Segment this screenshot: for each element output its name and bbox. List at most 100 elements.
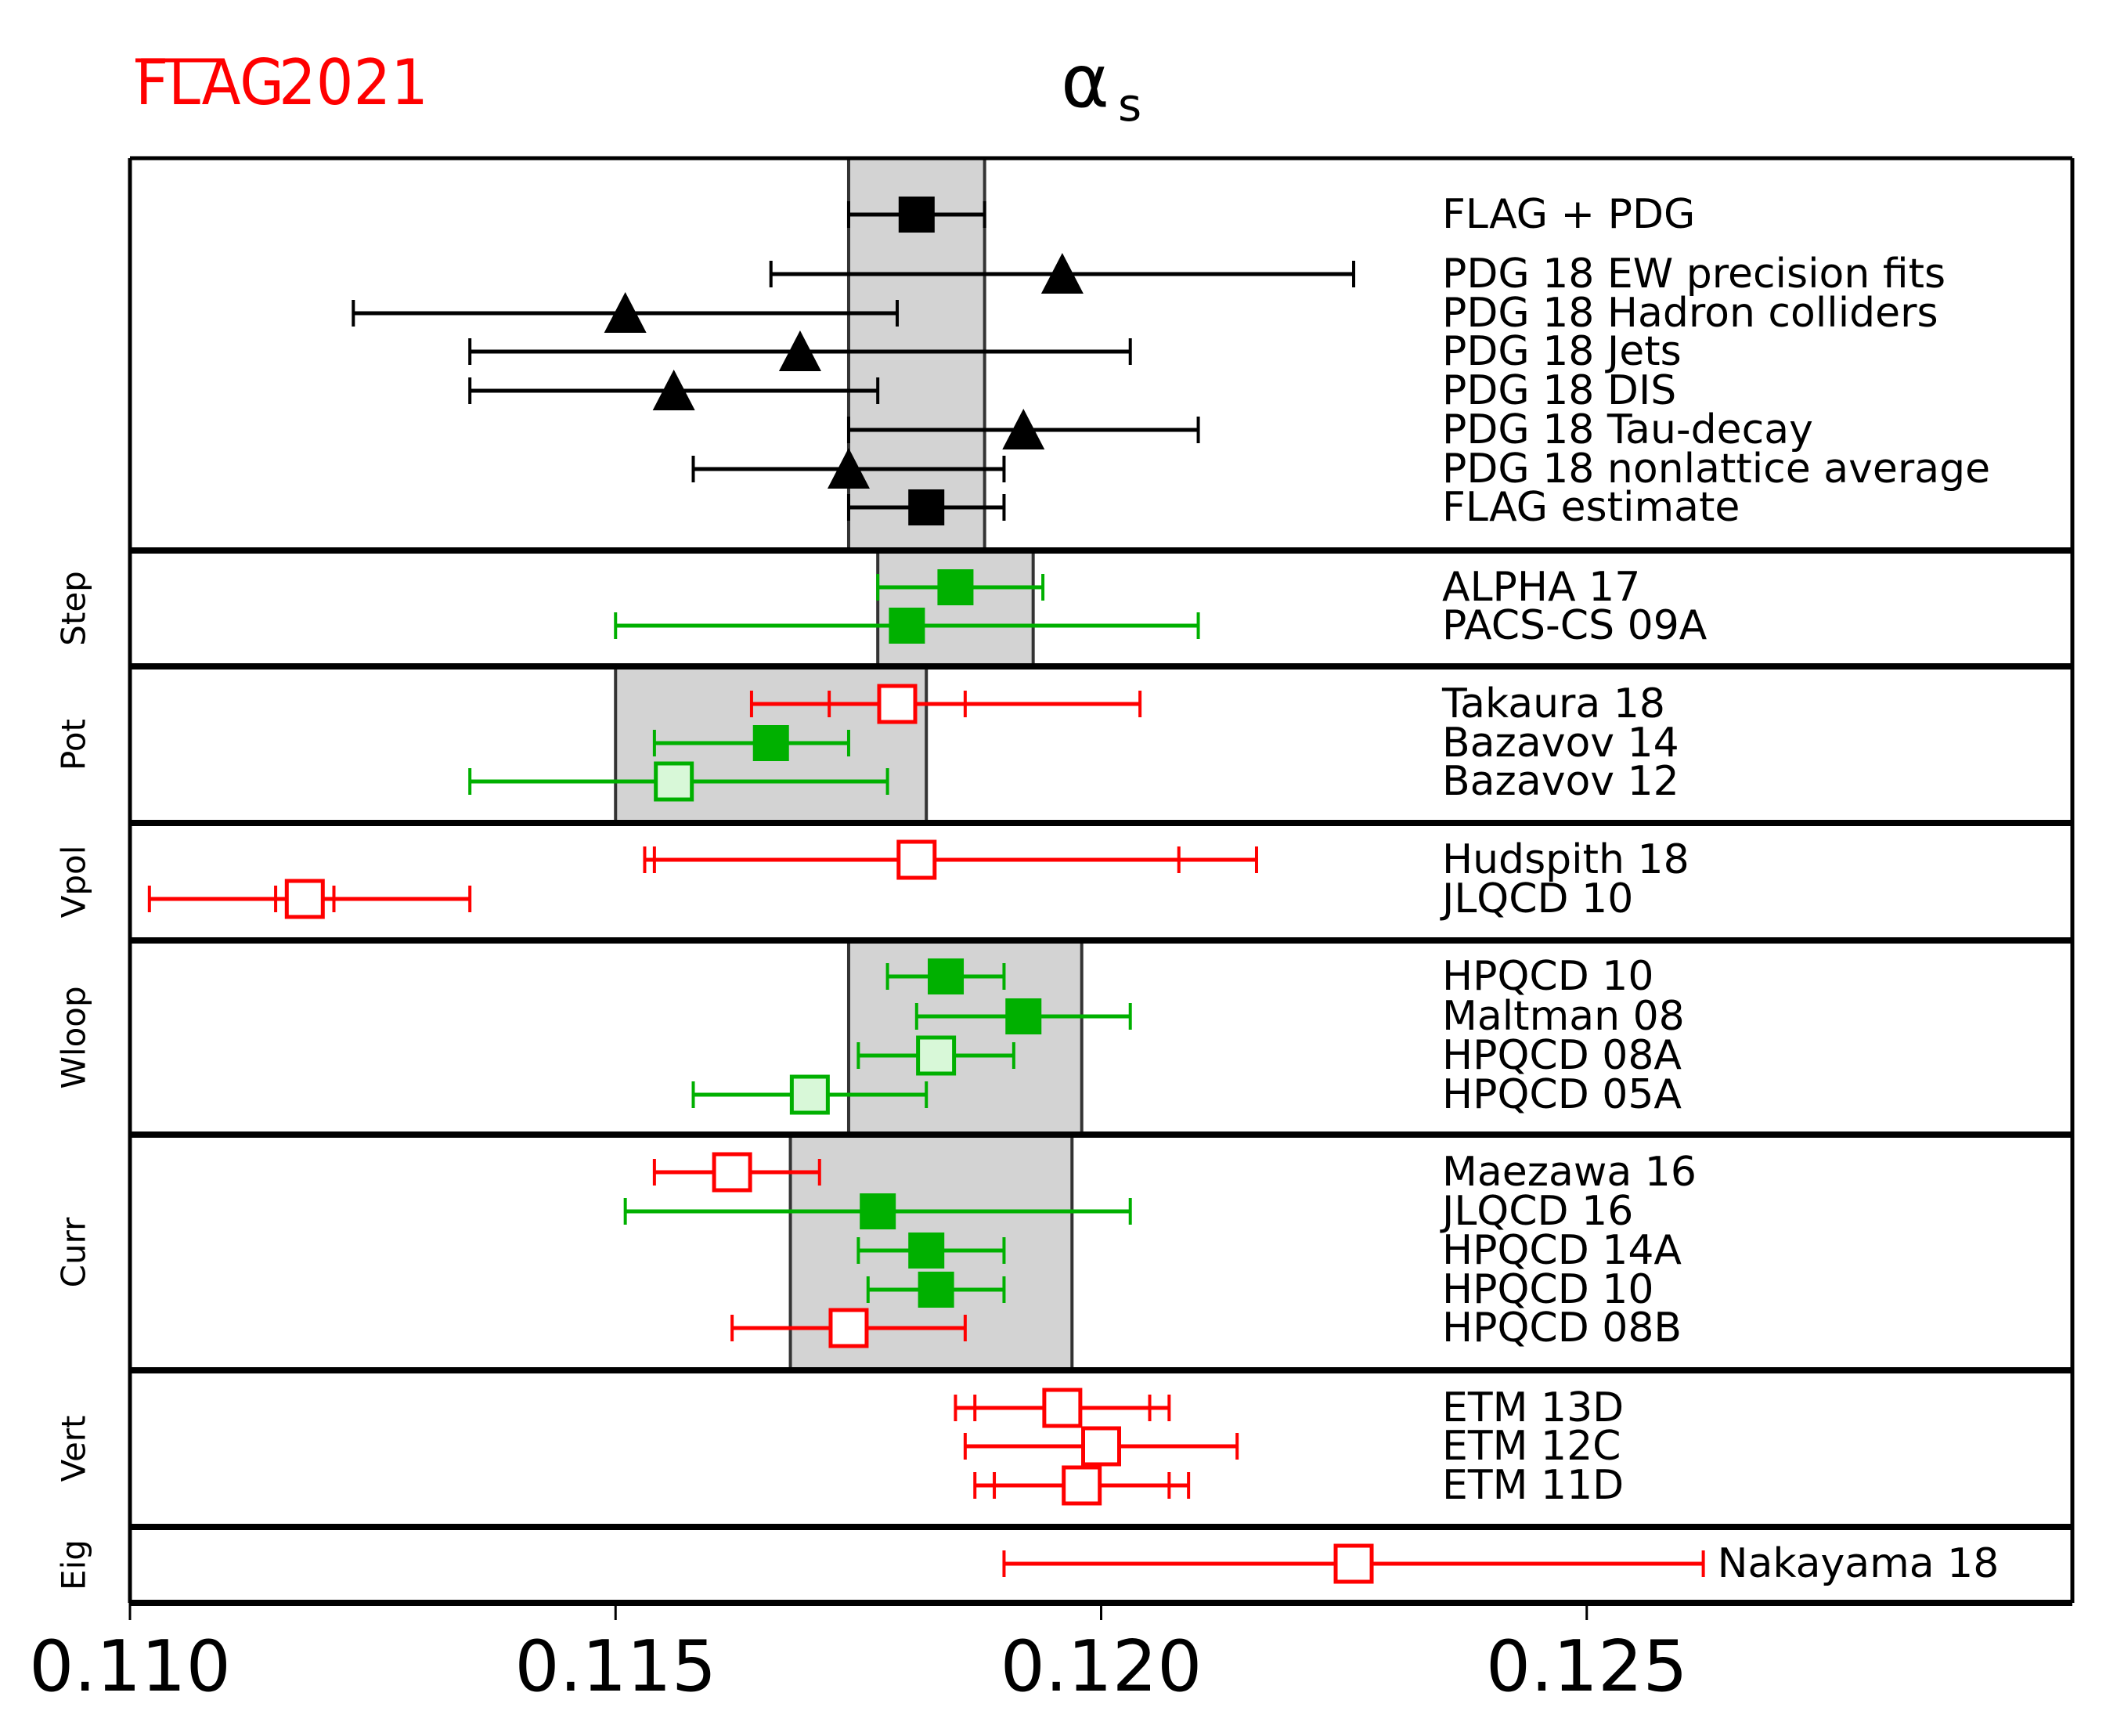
entry-label: Maezawa 16 [1442, 1149, 1697, 1196]
data-point [691, 1074, 929, 1115]
square-marker [828, 1308, 869, 1348]
data-marks [147, 197, 1705, 1584]
triangle-marker [652, 370, 695, 410]
data-point [1002, 1543, 1705, 1584]
title-subscript: s [1118, 78, 1141, 132]
method-label-vpol: Vpol [55, 846, 93, 919]
entry-label: PACS-CS 09A [1442, 602, 1708, 649]
entry-label: ETM 11D [1442, 1462, 1624, 1509]
data-point [846, 197, 986, 233]
triangle-marker [604, 292, 647, 333]
square-marker [918, 1272, 954, 1308]
entry-label: JLQCD 10 [1440, 875, 1633, 922]
x-tick-label: 0.110 [29, 1626, 231, 1708]
data-point [147, 879, 472, 919]
entry-label: PDG 18 Hadron colliders [1442, 290, 1938, 337]
square-marker [908, 489, 945, 525]
entry-label: JLQCD 16 [1440, 1188, 1633, 1235]
data-point [468, 370, 880, 410]
x-tick-label: 0.115 [514, 1626, 716, 1708]
entry-label: HPQCD 10 [1442, 953, 1653, 1000]
method-label-step: Step [55, 571, 93, 646]
entry-label: HPQCD 05A [1442, 1071, 1682, 1118]
entry-label: Maltman 08 [1442, 993, 1685, 1040]
square-marker [284, 879, 325, 919]
square-marker [937, 569, 974, 605]
square-marker [1005, 998, 1042, 1034]
entry-label: PDG 18 DIS [1442, 367, 1676, 414]
x-tick-label: 0.120 [1001, 1626, 1203, 1708]
data-point [769, 253, 1356, 294]
data-point [876, 569, 1045, 605]
data-point [643, 839, 1258, 880]
chart-title: α s [1061, 39, 1141, 132]
entry-label: FLAG estimate [1442, 484, 1740, 531]
entry-label: PDG 18 Jets [1442, 328, 1682, 375]
square-marker [654, 761, 694, 802]
data-point [963, 1426, 1239, 1467]
square-marker [752, 725, 789, 761]
data-point [914, 998, 1132, 1034]
square-marker [916, 1035, 957, 1076]
data-point [846, 489, 1006, 525]
data-point [954, 1388, 1171, 1428]
data-point [856, 1233, 1006, 1269]
square-marker [1081, 1426, 1121, 1467]
square-marker [889, 608, 925, 644]
data-point [352, 292, 899, 333]
square-marker [789, 1074, 830, 1115]
square-marker [1042, 1388, 1083, 1428]
entry-label: HPQCD 10 [1442, 1266, 1653, 1313]
entry-label: FLAG + PDG [1442, 191, 1695, 238]
data-point [885, 958, 1006, 994]
entry-label: Takaura 18 [1441, 680, 1665, 727]
entry-label: HPQCD 08B [1442, 1305, 1682, 1352]
square-marker [1062, 1465, 1102, 1506]
plot-frame [128, 156, 2075, 1606]
data-point [846, 409, 1200, 449]
entry-label: Nakayama 18 [1718, 1540, 2000, 1587]
data-point [652, 725, 850, 761]
entry-label: PDG 18 nonlattice average [1442, 446, 1990, 493]
triangle-marker [778, 330, 821, 371]
entry-label: ETM 13D [1442, 1384, 1624, 1431]
average-band [848, 940, 1082, 1135]
data-point [730, 1308, 967, 1348]
x-axis: 0.110 0.115 0.120 0.125 [29, 1603, 1688, 1708]
data-point [614, 608, 1200, 644]
method-label-curr: Curr [55, 1217, 93, 1287]
triangle-marker [1002, 409, 1045, 449]
data-point [652, 1152, 821, 1193]
square-marker [712, 1152, 752, 1193]
title-alpha: α [1061, 39, 1109, 125]
entry-label: ALPHA 17 [1442, 564, 1640, 611]
square-marker [928, 958, 965, 994]
entry-label: ETM 12C [1442, 1423, 1621, 1470]
triangle-marker [827, 448, 870, 489]
square-marker [877, 684, 918, 724]
method-label-pot: Pot [55, 719, 93, 771]
method-label-eig: Eig [55, 1539, 93, 1590]
data-point [856, 1035, 1015, 1076]
entry-label: HPQCD 14A [1442, 1227, 1682, 1274]
method-label-vert: Vert [55, 1415, 93, 1482]
flag-logo: FLAG 2021 [135, 46, 428, 119]
entry-label: Bazavov 14 [1442, 720, 1679, 767]
method-label-wloop: Wloop [55, 986, 93, 1088]
square-marker [1333, 1543, 1374, 1584]
square-marker [898, 197, 935, 233]
entry-label: PDG 18 EW precision fits [1442, 251, 1946, 298]
method-labels: Step Pot Vpol Wloop Curr Vert Eig [55, 571, 93, 1590]
logo-flag: FLAG [135, 46, 284, 119]
data-point [749, 684, 1142, 724]
data-point [973, 1465, 1191, 1506]
data-point [468, 330, 1132, 371]
data-point [623, 1193, 1132, 1229]
entry-label: HPQCD 08A [1442, 1032, 1682, 1079]
square-marker [860, 1193, 896, 1229]
data-point [866, 1272, 1006, 1308]
triangle-marker [1040, 253, 1084, 294]
entry-label: Bazavov 12 [1442, 758, 1679, 805]
